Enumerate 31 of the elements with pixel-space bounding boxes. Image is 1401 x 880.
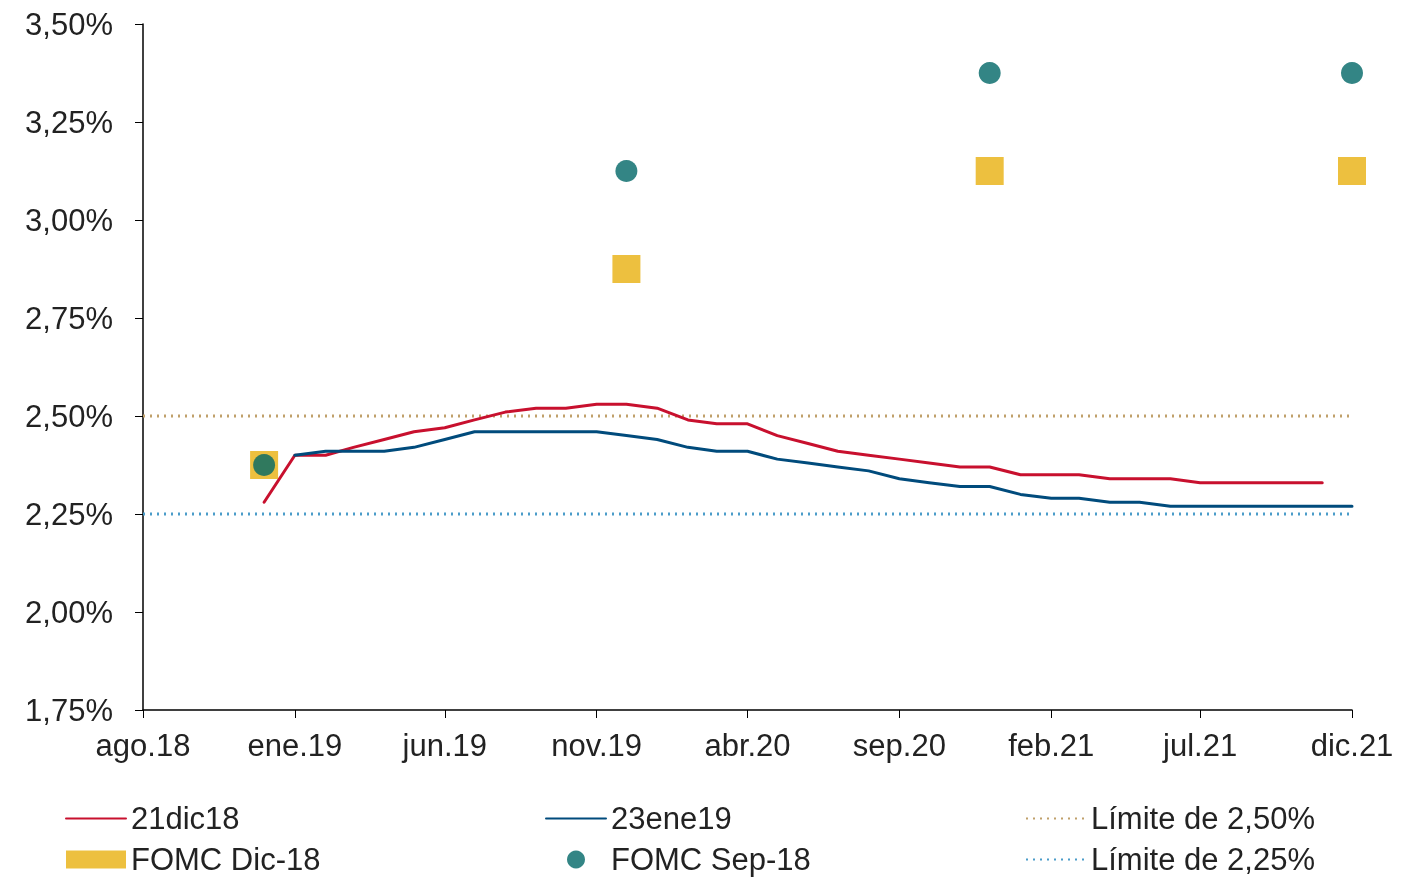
x-tick-label: abr.20 — [704, 728, 791, 763]
legend-label: 21dic18 — [131, 801, 240, 836]
x-tick-label: dic.21 — [1310, 728, 1394, 763]
legend-label: 23ene19 — [611, 801, 732, 836]
line-series — [262, 402, 1324, 504]
y-tick-label: 3,25% — [25, 104, 113, 140]
y-tick-label: 2,75% — [25, 300, 113, 336]
legend-label: FOMC Dic-18 — [131, 842, 321, 877]
x-tick-label: nov.19 — [551, 728, 643, 763]
y-tick-label: 2,00% — [25, 594, 113, 630]
point — [1338, 157, 1366, 185]
y-tick-label: 1,75% — [25, 692, 113, 728]
x-tick-label: ene.19 — [247, 728, 343, 763]
legend-label: Límite de 2,50% — [1091, 801, 1316, 836]
x-tick-label: jun.19 — [401, 728, 487, 763]
y-tick-label: 2,25% — [25, 496, 113, 532]
x-tick-label: feb.21 — [1008, 728, 1095, 763]
x-tick-label: sep.20 — [852, 728, 946, 763]
y-tick-label: 3,00% — [25, 202, 113, 238]
point — [978, 62, 1001, 84]
line-series — [293, 430, 1354, 508]
legend-label: FOMC Sep-18 — [611, 842, 811, 877]
point — [615, 160, 638, 182]
x-tick-label: jul.21 — [1162, 728, 1238, 763]
x-tick-label: ago.18 — [95, 728, 191, 763]
point — [612, 255, 641, 283]
y-tick-label: 2,50% — [25, 398, 113, 434]
point — [975, 157, 1004, 185]
legend-label: Límite de 2,25% — [1091, 842, 1316, 877]
y-tick-label: 3,50% — [25, 6, 113, 42]
point — [1341, 62, 1363, 84]
